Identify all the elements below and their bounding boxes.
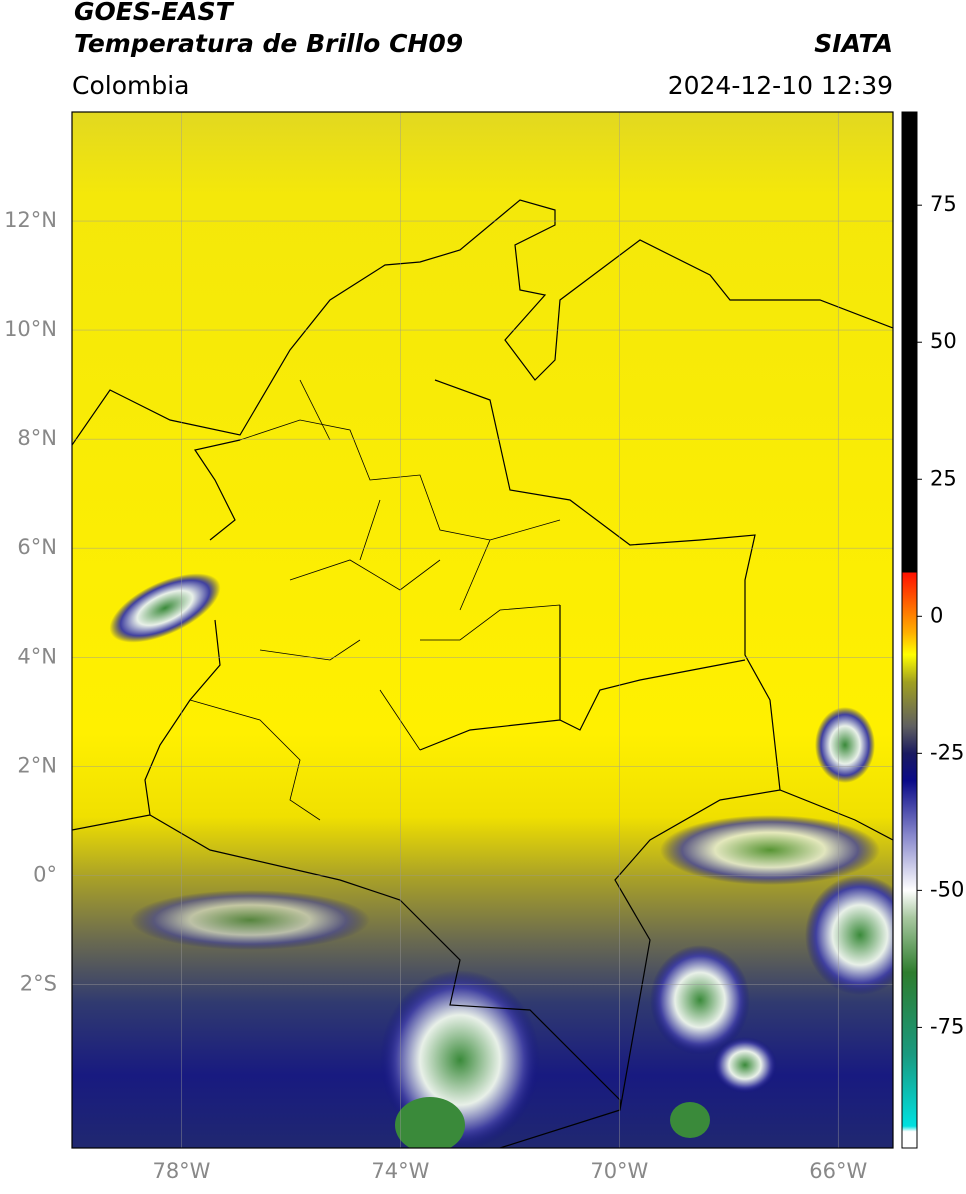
x-tick-label: 78°W <box>152 1159 210 1183</box>
colorbar-tick-label: -25 <box>930 740 964 764</box>
department-borders <box>189 379 561 821</box>
colorbar-tick-label: -50 <box>930 877 964 901</box>
subtitle: Temperatura de Brillo CH09 <box>74 29 463 58</box>
cloud <box>670 1102 710 1138</box>
cloud <box>660 815 880 885</box>
source: SIATA <box>814 29 893 58</box>
cloud <box>815 707 875 783</box>
country-borders <box>72 199 893 1148</box>
cloud <box>130 890 370 950</box>
y-tick-label: 2°S <box>20 971 57 995</box>
colorbar-tick-label: -75 <box>930 1014 964 1038</box>
region: Colombia <box>72 71 189 100</box>
map-frame <box>71 111 894 1149</box>
y-tick-label: 12°N <box>4 208 57 232</box>
y-tick-label: 10°N <box>4 317 57 341</box>
map-image <box>72 112 893 1148</box>
cloud <box>109 573 221 643</box>
colorbar-tick-label: 50 <box>930 329 957 353</box>
cloud <box>395 1097 465 1148</box>
cloud <box>650 945 750 1055</box>
y-tick-label: 0° <box>33 862 57 886</box>
cloud <box>805 875 893 995</box>
x-tick-label: 70°W <box>590 1159 648 1183</box>
y-tick-label: 8°N <box>17 426 57 450</box>
grid <box>72 112 893 1148</box>
colorbar <box>901 111 918 1149</box>
colorbar-tick-label: 75 <box>930 192 957 216</box>
y-tick-label: 2°N <box>17 753 57 777</box>
datetime: 2024-12-10 12:39 <box>668 71 893 100</box>
x-tick-label: 66°W <box>809 1159 867 1183</box>
y-tick-label: 6°N <box>17 535 57 559</box>
y-tick-label: 4°N <box>17 644 57 668</box>
cloud <box>713 1037 777 1093</box>
title: GOES-EAST <box>74 0 235 26</box>
x-tick-label: 74°W <box>371 1159 429 1183</box>
colorbar-tick-label: 25 <box>930 466 957 490</box>
colorbar-tick-label: 0 <box>930 603 943 627</box>
